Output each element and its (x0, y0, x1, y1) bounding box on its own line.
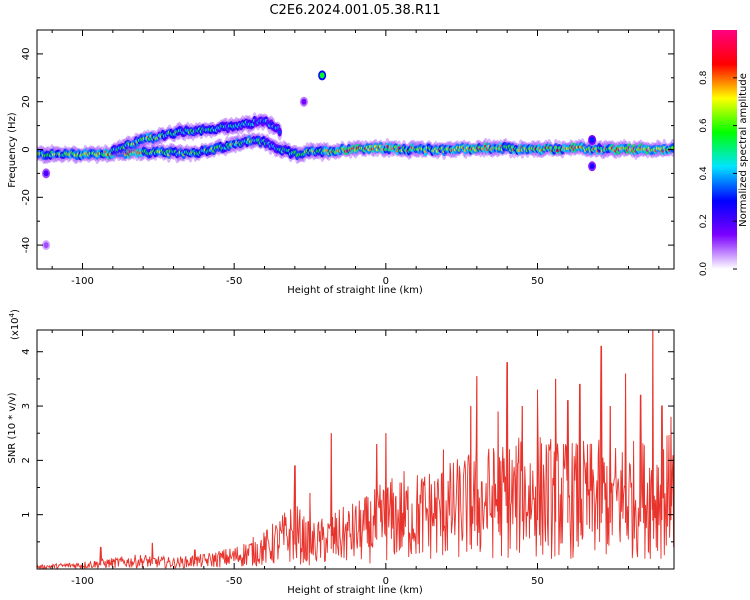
spectrogram-spot (589, 136, 595, 143)
y-tick-label: 2 (21, 457, 32, 463)
y-tick-label: 40 (21, 48, 32, 61)
x-tick-label: 50 (531, 276, 544, 287)
spectrogram-y-ticks: -40 -20 0 20 40 (21, 29, 674, 270)
snr-x-axis-label: Height of straight line (km) (287, 585, 423, 596)
figure-title: C2E6.2024.001.05.38.R11 (269, 3, 440, 18)
y-tick-label: 4 (21, 349, 32, 355)
snr-y-ticks: 1 2 3 4 (21, 349, 674, 543)
snr-panel: -100 -50 0 50 1 2 3 4 Height of straight line … (7, 309, 675, 596)
x-tick-label: 50 (531, 576, 544, 587)
snr-y-axis-label: SNR (10 * v/v) (7, 392, 18, 463)
x-tick-label: -50 (226, 276, 242, 287)
y-tick-label: 1 (21, 511, 32, 517)
y-tick-label: 20 (21, 95, 32, 108)
spectrogram-x-axis-label: Height of straight line (km) (287, 285, 423, 296)
colorbar-tick-label: 0.4 (699, 166, 709, 181)
colorbar-tick-label: 0.2 (699, 214, 709, 228)
colorbar-tick-label: 0.8 (699, 70, 709, 85)
spectrogram-x-ticks: -100 -50 0 50 (51, 30, 660, 287)
y-tick-label: -40 (21, 237, 32, 253)
y-tick-label: 0 (21, 146, 32, 152)
spectrogram-cell (278, 130, 282, 134)
colorbar-ticks: 0.0 0.2 0.4 0.6 0.8 (699, 70, 737, 276)
colorbar-gradient (712, 30, 737, 269)
snr-x-ticks: -100 -50 0 50 (51, 330, 660, 587)
colorbar: 0.0 0.2 0.4 0.6 0.8 Normalized spectral ampl… (699, 30, 749, 276)
x-tick-label: -50 (226, 576, 242, 587)
colorbar-tick-label: 0.0 (699, 262, 709, 277)
colorbar-tick-label: 0.6 (699, 118, 709, 133)
snr-y-scale-label: (x104) (8, 309, 21, 340)
spectrogram-panel: -100 -50 0 50 -40 -20 0 20 40 Height of straigh… (7, 29, 675, 296)
spectrogram-spot (319, 72, 325, 79)
spectrogram-spot (43, 242, 49, 249)
spectrogram-y-axis-label: Frequency (Hz) (7, 112, 18, 188)
x-tick-label: 0 (383, 576, 389, 587)
y-tick-label: 3 (21, 403, 32, 409)
spectrogram-spot (589, 163, 595, 170)
spectrogram-plot-area (37, 70, 674, 251)
x-tick-label: -100 (71, 276, 94, 287)
spectrogram-cell (671, 146, 674, 150)
x-tick-label: 0 (383, 276, 389, 287)
spectrogram-spot (43, 170, 49, 177)
snr-series-line (37, 330, 674, 569)
spectrogram-spot (301, 98, 307, 105)
colorbar-label: Normalized spectral amplitude (738, 73, 749, 227)
snr-plot-area (37, 330, 674, 569)
x-tick-label: -100 (71, 576, 94, 587)
y-tick-label: -20 (21, 189, 32, 205)
